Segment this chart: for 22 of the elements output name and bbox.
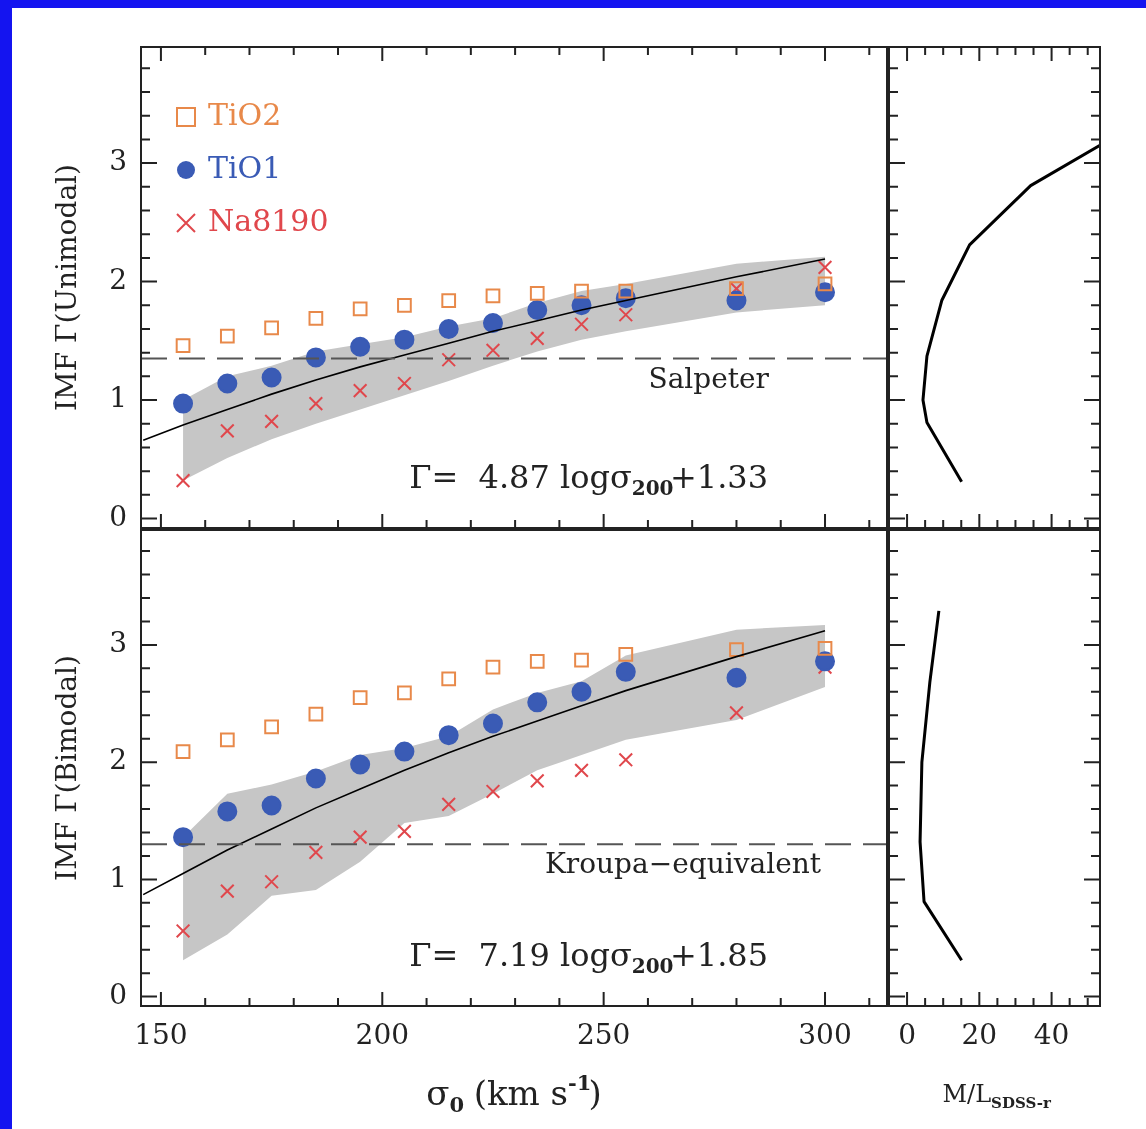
y-tick-label: 3 [109,626,127,660]
x-tick-label: 300 [798,1018,852,1052]
legend-label: Na8190 [208,202,329,238]
x-tick-label: 200 [355,1018,410,1052]
y-tick-label: 2 [109,262,127,296]
y-axis-title: IMF Γ(Bimodal) [50,655,84,881]
x-tick-label: 250 [576,1018,631,1052]
legend-label: TiO2 [208,96,282,132]
y-tick-label: 3 [109,144,127,178]
y-tick-label: 0 [109,499,127,533]
y-tick-label: 1 [109,381,127,415]
y-tick-label: 0 [109,977,127,1011]
y-tick-label: 2 [109,743,127,777]
ref-line-label: Salpeter [648,361,770,395]
y-tick-label: 1 [109,860,127,894]
x-tick-label: 150 [134,1018,188,1052]
x-tick-label: 0 [898,1018,916,1052]
ref-line-label: Kroupa−equivalent [544,847,822,881]
x-tick-label: 40 [1033,1018,1070,1052]
legend-label: TiO1 [208,149,282,185]
x-tick-label: 20 [961,1018,998,1052]
y-axis-title: IMF Γ(Unimodal) [50,164,84,411]
